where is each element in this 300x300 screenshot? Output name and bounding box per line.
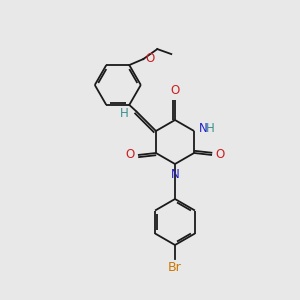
Text: H: H — [119, 107, 128, 120]
Text: N: N — [171, 168, 179, 181]
Text: N: N — [199, 122, 208, 136]
Text: H: H — [206, 122, 215, 136]
Text: O: O — [145, 52, 154, 64]
Text: O: O — [170, 84, 180, 97]
Text: O: O — [215, 148, 224, 161]
Text: O: O — [126, 148, 135, 161]
Text: Br: Br — [168, 261, 182, 274]
